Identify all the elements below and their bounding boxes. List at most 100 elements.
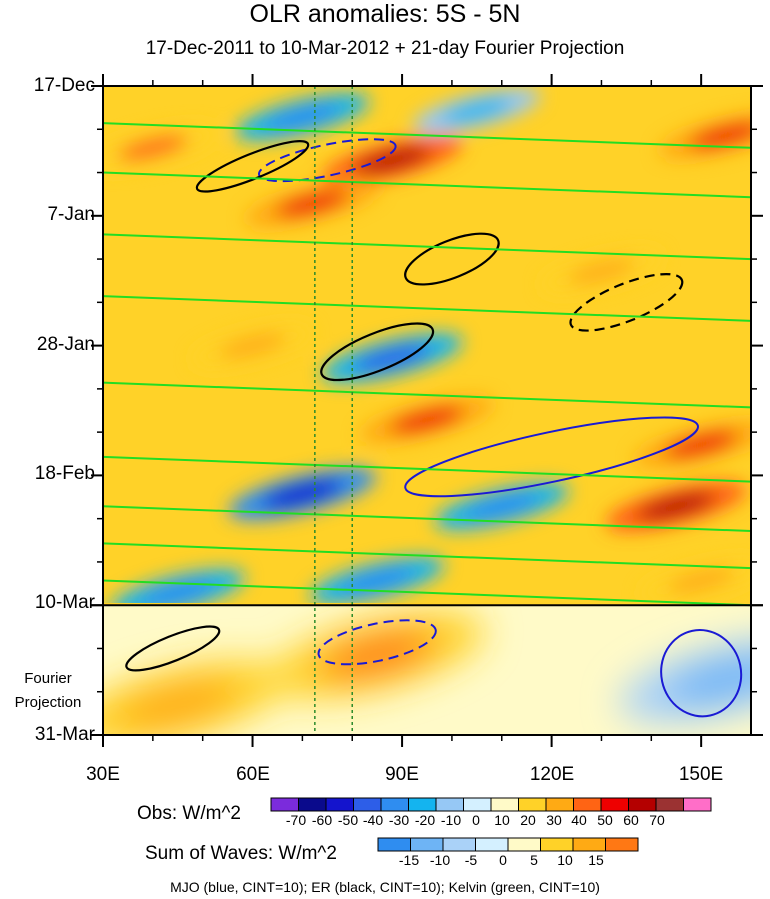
obs-colorbar-swatch: [628, 797, 657, 812]
projection-label-line1: Fourier: [24, 670, 72, 687]
obs-level-label: -40: [362, 812, 384, 828]
obs-colorbar-swatch: [325, 797, 354, 812]
obs-level-label: 20: [520, 812, 536, 828]
obs-level-label: -10: [440, 812, 462, 828]
obs-colorbar-swatch: [545, 797, 574, 812]
anomaly-core: [637, 492, 715, 520]
obs-level-label: 30: [546, 812, 562, 828]
waves-level-label: 10: [557, 852, 573, 868]
anomaly-core: [441, 98, 512, 124]
waves-level-label: 0: [499, 852, 507, 868]
obs-level-label: -30: [388, 812, 410, 828]
anomaly-core: [390, 406, 464, 433]
obs-level-label: 50: [597, 812, 613, 828]
mjo-contour: [404, 416, 699, 498]
kelvin-contour: [103, 122, 751, 149]
kelvin-contour: [103, 505, 751, 533]
y-tick-label: 17-Dec: [33, 75, 95, 96]
waves-level-label: -5: [464, 852, 478, 868]
y-tick-label: 10-Mar: [34, 592, 95, 613]
obs-colorbar-swatch: [463, 797, 492, 812]
mjo-contour: [317, 619, 437, 666]
obs-colorbar-swatch: [655, 797, 684, 812]
obs-colorbar-swatch: [298, 797, 327, 812]
kelvin-contour: [103, 579, 751, 607]
obs-level-label: -50: [337, 812, 359, 828]
anomaly-core: [140, 579, 215, 603]
anomaly-core: [340, 567, 415, 594]
mjo-contour: [257, 138, 397, 183]
obs-level-label: -60: [311, 812, 333, 828]
obs-level-label: 0: [472, 812, 480, 828]
obs-level-label: -70: [285, 812, 307, 828]
anomaly-core: [353, 146, 431, 174]
waves-colorbar-swatch: [572, 837, 606, 852]
kelvin-contour: [103, 455, 751, 483]
anomaly-core: [318, 630, 437, 679]
waves-colorbar-swatch: [442, 837, 476, 852]
anomaly-core: [275, 190, 350, 217]
er-contour: [404, 232, 500, 286]
kelvin-contour: [103, 171, 751, 199]
kelvin-contour: [103, 233, 751, 261]
obs-colorbar-swatch: [573, 797, 602, 812]
anomaly-core: [668, 568, 735, 593]
waves-level-label: 5: [530, 852, 538, 868]
kelvin-contour: [103, 295, 751, 322]
chart-subtitle: 17-Dec-2011 to 10-Mar-2012 + 21-day Four…: [145, 38, 625, 59]
anomaly-core: [689, 122, 751, 149]
waves-colorbar-swatch: [410, 837, 444, 852]
y-tick-label: 31-Mar: [34, 724, 95, 745]
anomaly-core: [118, 680, 237, 728]
chart-title: OLR anomalies: 5S - 5N: [249, 0, 521, 28]
anomaly-core: [568, 259, 635, 284]
kelvin-contour: [103, 381, 751, 409]
er-contour: [320, 322, 435, 382]
y-tick-label: 18-Feb: [34, 463, 95, 484]
obs-colorbar-swatch: [683, 797, 712, 812]
x-tick-label: 60E: [236, 764, 270, 785]
obs-level-label: 70: [649, 812, 665, 828]
er-contour: [569, 272, 684, 332]
x-tick-label: 150E: [678, 764, 724, 785]
anomaly-core: [353, 344, 431, 372]
waves-colorbar-swatch: [540, 837, 574, 852]
anomaly-core: [464, 493, 539, 520]
waves-colorbar-title: Sum of Waves: W/m^2: [145, 843, 337, 864]
waves-colorbar-swatch: [377, 837, 411, 852]
obs-colorbar-swatch: [270, 797, 299, 812]
waves-level-label: -10: [429, 852, 451, 868]
x-tick-label: 30E: [86, 764, 120, 785]
projection-label-line2: Projection: [14, 694, 82, 711]
obs-anomaly-group: [103, 88, 751, 603]
footer-legend: MJO (blue, CINT=10); ER (black, CINT=10)…: [170, 879, 600, 895]
obs-level-label: -20: [414, 812, 436, 828]
obs-level-label: 40: [571, 812, 587, 828]
projection-anomaly-group: [103, 611, 751, 735]
anomaly-core: [265, 103, 340, 130]
obs-level-label: 60: [623, 812, 639, 828]
mjo-contour: [660, 629, 743, 718]
anomaly-core: [219, 333, 286, 358]
y-tick-label: 28-Jan: [36, 334, 95, 355]
kelvin-contour: [103, 542, 751, 570]
obs-colorbar-swatch: [353, 797, 382, 812]
y-tick-label: 7-Jan: [47, 204, 95, 225]
waves-colorbar-swatch: [507, 837, 541, 852]
x-tick-label: 90E: [385, 764, 419, 785]
obs-level-label: 10: [494, 812, 510, 828]
plot-frame: [102, 85, 752, 736]
anomaly-core: [664, 431, 739, 458]
waves-level-label: 15: [588, 852, 604, 868]
waves-level-label: -15: [398, 852, 420, 868]
anomaly-core: [667, 655, 751, 704]
obs-colorbar-swatch: [408, 797, 437, 812]
obs-colorbar-swatch: [380, 797, 409, 812]
obs-colorbar-title: Obs: W/m^2: [137, 803, 241, 824]
x-tick-label: 120E: [529, 764, 575, 785]
obs-colorbar-swatch: [490, 797, 519, 812]
obs-colorbar-swatch: [600, 797, 629, 812]
anomaly-core: [117, 135, 188, 161]
obs-colorbar-swatch: [435, 797, 464, 812]
